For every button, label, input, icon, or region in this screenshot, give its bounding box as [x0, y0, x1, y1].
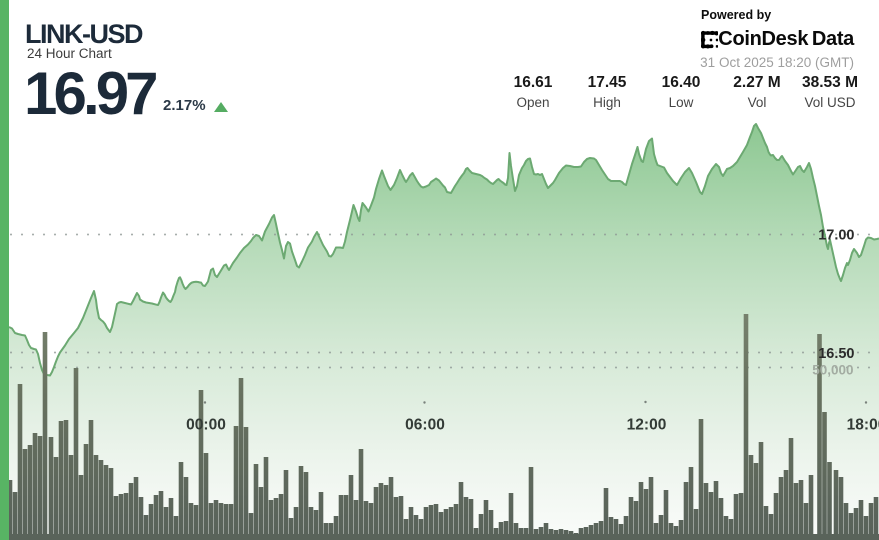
svg-text:50,000: 50,000 [812, 363, 853, 378]
svg-text:06:00: 06:00 [405, 417, 445, 434]
svg-text:12:00: 12:00 [627, 417, 667, 434]
svg-text:00:00: 00:00 [186, 417, 226, 434]
svg-text:17.00: 17.00 [818, 228, 854, 244]
svg-text:16.50: 16.50 [818, 346, 854, 362]
svg-text:18:00: 18:00 [847, 417, 879, 434]
